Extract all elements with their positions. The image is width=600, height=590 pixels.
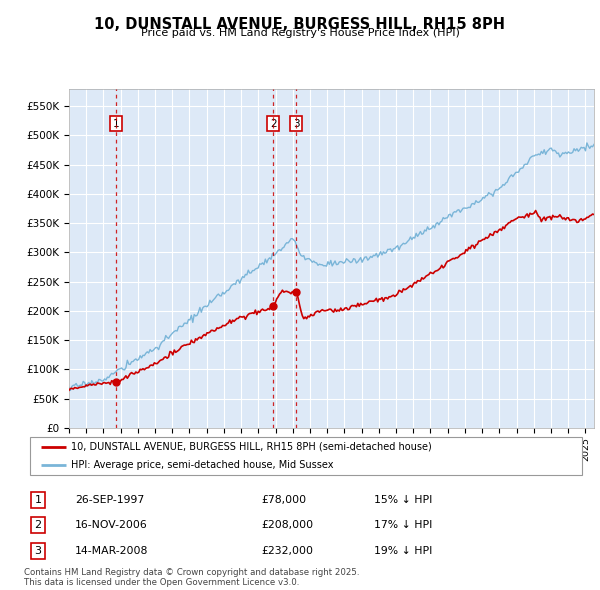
Text: 17% ↓ HPI: 17% ↓ HPI — [374, 520, 432, 530]
Text: £78,000: £78,000 — [261, 495, 306, 504]
Text: 14-MAR-2008: 14-MAR-2008 — [75, 546, 148, 556]
Text: 1: 1 — [113, 119, 119, 129]
Text: 10, DUNSTALL AVENUE, BURGESS HILL, RH15 8PH (semi-detached house): 10, DUNSTALL AVENUE, BURGESS HILL, RH15 … — [71, 442, 432, 452]
Text: 2: 2 — [270, 119, 277, 129]
Text: Price paid vs. HM Land Registry's House Price Index (HPI): Price paid vs. HM Land Registry's House … — [140, 28, 460, 38]
Text: 2: 2 — [35, 520, 41, 530]
Text: 15% ↓ HPI: 15% ↓ HPI — [374, 495, 432, 504]
Text: HPI: Average price, semi-detached house, Mid Sussex: HPI: Average price, semi-detached house,… — [71, 460, 334, 470]
Text: Contains HM Land Registry data © Crown copyright and database right 2025.
This d: Contains HM Land Registry data © Crown c… — [24, 568, 359, 587]
Text: 10, DUNSTALL AVENUE, BURGESS HILL, RH15 8PH: 10, DUNSTALL AVENUE, BURGESS HILL, RH15 … — [95, 17, 505, 31]
Text: £208,000: £208,000 — [261, 520, 313, 530]
Text: 16-NOV-2006: 16-NOV-2006 — [75, 520, 148, 530]
Text: £232,000: £232,000 — [261, 546, 313, 556]
Text: 3: 3 — [35, 546, 41, 556]
Text: 1: 1 — [35, 495, 41, 504]
Text: 26-SEP-1997: 26-SEP-1997 — [75, 495, 144, 504]
FancyBboxPatch shape — [30, 437, 582, 475]
Text: 19% ↓ HPI: 19% ↓ HPI — [374, 546, 432, 556]
Text: 3: 3 — [293, 119, 299, 129]
